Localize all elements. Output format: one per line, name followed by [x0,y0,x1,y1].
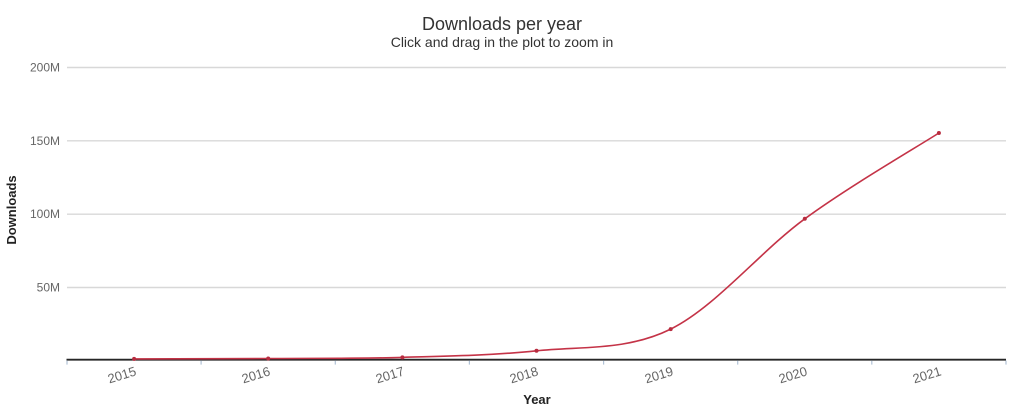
svg-text:Year: Year [523,392,550,407]
svg-text:Downloads per year: Downloads per year [422,14,582,34]
svg-text:Click and drag in the plot to: Click and drag in the plot to zoom in [391,34,614,50]
svg-text:150M: 150M [30,134,60,148]
svg-text:200M: 200M [30,61,60,75]
svg-text:50M: 50M [37,281,60,295]
svg-text:Downloads: Downloads [4,175,19,244]
svg-text:100M: 100M [30,207,60,221]
